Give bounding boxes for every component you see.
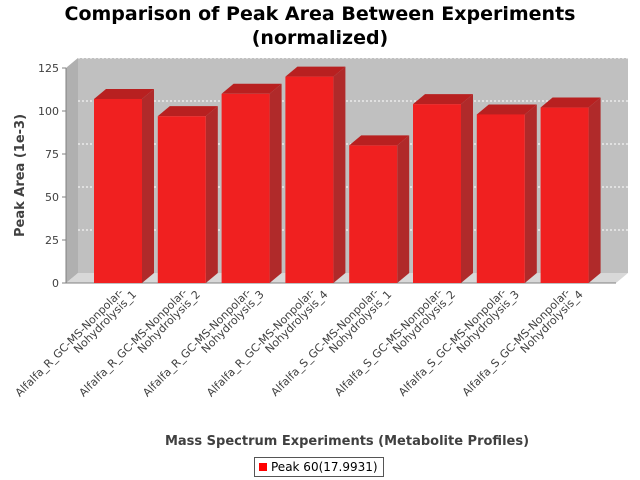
x-tick-label: Alfalfa_S_GC-MS-Nonpolar- bbox=[396, 286, 509, 399]
bar-side bbox=[269, 83, 282, 283]
y-tick-label: 125 bbox=[38, 62, 59, 75]
y-tick-label: 75 bbox=[45, 148, 59, 161]
bar-side bbox=[397, 135, 410, 283]
x-tick-label: Alfalfa_S_GC-MS-Nonpolar- bbox=[268, 286, 381, 399]
bar-top bbox=[349, 135, 410, 146]
bar-side bbox=[461, 94, 473, 284]
chart-title-main: Comparison of Peak Area Between Experime… bbox=[64, 3, 576, 25]
bar bbox=[349, 145, 398, 283]
bar-top bbox=[221, 83, 282, 94]
bar bbox=[285, 76, 334, 283]
x-axis-label: Mass Spectrum Experiments (Metabolite Pr… bbox=[165, 434, 529, 449]
bar bbox=[540, 107, 589, 283]
legend: Peak 60(17.9931) bbox=[254, 457, 384, 477]
x-tick-label: Alfalfa_S_GC-MS-Nonpolar- bbox=[332, 286, 445, 399]
y-tick-label: 100 bbox=[38, 105, 59, 118]
bar-top bbox=[476, 104, 537, 115]
y-axis-label: Peak Area (1e-3) bbox=[13, 114, 28, 237]
x-tick-label: Alfalfa_S_GC-MS-Nonpolar- bbox=[460, 286, 573, 399]
bar-side bbox=[205, 106, 218, 283]
legend-swatch bbox=[259, 463, 267, 471]
chart-title: Comparison of Peak Area Between Experime… bbox=[0, 2, 640, 50]
bar bbox=[221, 93, 270, 283]
bar-side bbox=[524, 104, 537, 283]
bar-top bbox=[413, 94, 473, 105]
chart-subtitle: (normalized) bbox=[251, 27, 389, 49]
bar-side bbox=[333, 66, 346, 283]
y-tick-label: 50 bbox=[45, 191, 59, 204]
y-tick-label: 0 bbox=[52, 277, 59, 290]
x-tick-label: Alfalfa_R_GC-MS-Nonpolar- bbox=[13, 286, 126, 399]
bar-side bbox=[142, 88, 154, 284]
y-tick-label: 25 bbox=[45, 234, 59, 247]
bar bbox=[413, 104, 461, 284]
bar bbox=[94, 98, 142, 284]
bar-side bbox=[588, 97, 601, 283]
bar bbox=[157, 116, 206, 283]
bar-top bbox=[94, 88, 154, 99]
bar-top bbox=[540, 97, 601, 108]
plot-area-side bbox=[66, 58, 78, 283]
bar bbox=[476, 114, 525, 283]
legend-label: Peak 60(17.9931) bbox=[271, 460, 378, 474]
bar-top bbox=[157, 106, 218, 117]
bar-top bbox=[285, 66, 346, 77]
